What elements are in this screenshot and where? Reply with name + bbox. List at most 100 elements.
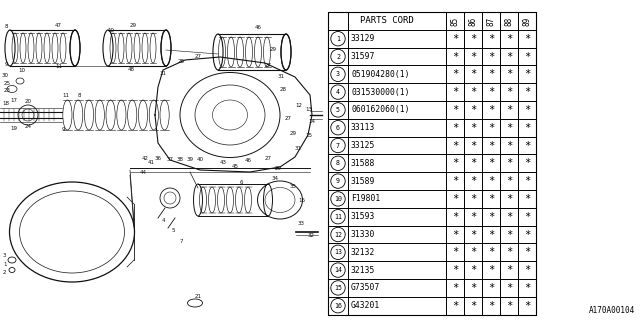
Text: 89: 89 (522, 16, 531, 26)
Text: 31589: 31589 (351, 177, 376, 186)
Text: 25: 25 (4, 81, 11, 86)
Text: 29: 29 (290, 131, 297, 136)
Text: 43: 43 (220, 160, 227, 165)
Text: 33129: 33129 (351, 34, 376, 43)
Text: 28: 28 (178, 59, 185, 64)
Text: 88: 88 (504, 16, 513, 26)
Text: *: * (488, 123, 494, 133)
Text: *: * (452, 283, 458, 293)
Text: *: * (506, 229, 512, 239)
Text: *: * (452, 194, 458, 204)
Text: 86: 86 (468, 16, 477, 26)
Text: 6: 6 (336, 125, 340, 131)
Text: *: * (470, 123, 476, 133)
Text: *: * (506, 194, 512, 204)
Text: *: * (488, 105, 494, 115)
Text: 031530000(1): 031530000(1) (351, 88, 410, 97)
Text: *: * (506, 212, 512, 222)
Text: *: * (452, 265, 458, 275)
Text: 17: 17 (10, 98, 17, 103)
Text: *: * (470, 247, 476, 257)
Text: 7: 7 (180, 239, 184, 244)
Text: *: * (470, 229, 476, 239)
Text: 5: 5 (336, 107, 340, 113)
Text: 46: 46 (245, 158, 252, 163)
Text: *: * (452, 34, 458, 44)
Text: *: * (524, 301, 530, 311)
Text: 31588: 31588 (351, 159, 376, 168)
Text: 24: 24 (25, 124, 32, 129)
Text: *: * (488, 265, 494, 275)
Text: 34: 34 (272, 176, 279, 181)
Text: 21: 21 (195, 294, 202, 299)
Text: 38: 38 (177, 157, 184, 162)
Text: *: * (524, 247, 530, 257)
Text: *: * (488, 176, 494, 186)
Text: 47: 47 (55, 23, 62, 28)
Text: 11: 11 (334, 214, 342, 220)
Text: 31: 31 (160, 71, 167, 76)
Text: 5: 5 (172, 228, 175, 233)
Text: *: * (470, 87, 476, 97)
Text: *: * (470, 69, 476, 79)
Text: *: * (524, 34, 530, 44)
Text: *: * (506, 123, 512, 133)
Text: 060162060(1): 060162060(1) (351, 105, 410, 115)
Text: 3: 3 (336, 71, 340, 77)
Text: *: * (488, 34, 494, 44)
Text: 6: 6 (240, 180, 243, 185)
Text: 39: 39 (187, 157, 194, 162)
Text: *: * (506, 105, 512, 115)
Text: 3: 3 (3, 253, 6, 258)
Text: 11: 11 (62, 93, 69, 98)
Text: 16: 16 (298, 198, 305, 203)
Bar (328, 12, 536, 315)
Text: *: * (470, 140, 476, 150)
Text: *: * (452, 140, 458, 150)
Text: 8: 8 (336, 160, 340, 166)
Text: 15: 15 (305, 133, 312, 138)
Text: 27: 27 (265, 63, 272, 68)
Text: *: * (488, 247, 494, 257)
Text: G73507: G73507 (351, 284, 380, 292)
Text: 8: 8 (5, 24, 8, 29)
Text: *: * (488, 194, 494, 204)
Text: 28: 28 (280, 87, 287, 92)
Text: *: * (470, 158, 476, 168)
Text: *: * (524, 176, 530, 186)
Text: 31: 31 (295, 146, 302, 151)
Text: *: * (524, 140, 530, 150)
Text: 27: 27 (265, 156, 272, 161)
Text: 29: 29 (130, 23, 137, 28)
Text: *: * (452, 69, 458, 79)
Text: 1: 1 (336, 36, 340, 42)
Text: 13: 13 (305, 107, 312, 112)
Text: 15: 15 (334, 285, 342, 291)
Text: *: * (470, 212, 476, 222)
Text: 14: 14 (334, 267, 342, 273)
Text: 31330: 31330 (351, 230, 376, 239)
Text: *: * (470, 52, 476, 61)
Text: *: * (470, 105, 476, 115)
Text: 8: 8 (78, 93, 81, 98)
Text: 31593: 31593 (351, 212, 376, 221)
Text: 33125: 33125 (351, 141, 376, 150)
Text: *: * (488, 229, 494, 239)
Text: *: * (452, 176, 458, 186)
Text: 20: 20 (25, 99, 32, 104)
Text: 27: 27 (285, 116, 292, 121)
Text: 10: 10 (334, 196, 342, 202)
Text: 46: 46 (255, 25, 262, 30)
Text: 85: 85 (451, 16, 460, 26)
Text: 10: 10 (107, 28, 114, 33)
Text: 2: 2 (336, 53, 340, 60)
Text: 4: 4 (162, 218, 166, 223)
Text: F19801: F19801 (351, 195, 380, 204)
Text: 41: 41 (148, 160, 155, 165)
Text: 16: 16 (334, 303, 342, 309)
Text: 9: 9 (5, 62, 8, 67)
Text: *: * (506, 301, 512, 311)
Text: *: * (506, 158, 512, 168)
Text: *: * (524, 212, 530, 222)
Text: *: * (452, 158, 458, 168)
